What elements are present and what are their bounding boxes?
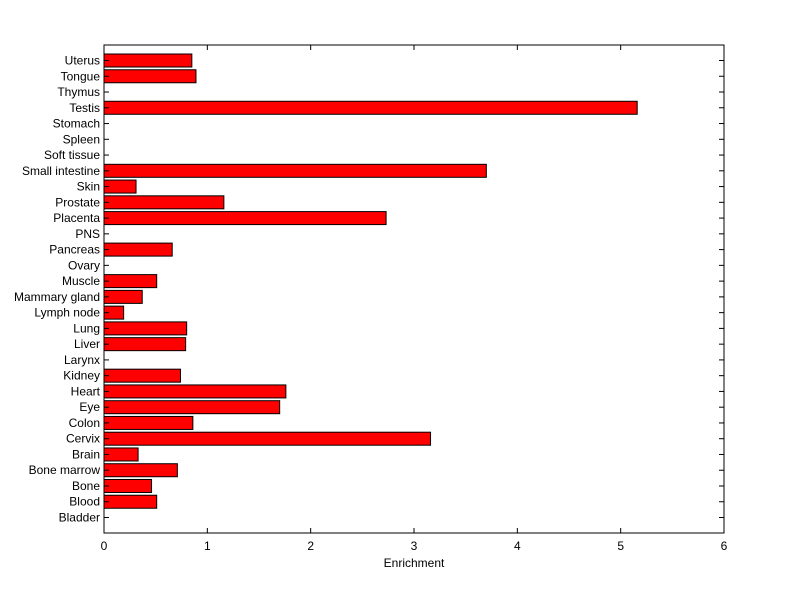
bar [103,431,432,446]
y-tick-label: Heart [71,384,101,398]
y-tick-label: Small intestine [22,164,100,178]
y-tick-label: Stomach [53,117,100,131]
y-tick-label: Lymph node [34,306,100,320]
y-tick-label: Prostate [55,195,100,209]
y-tick-label: Bladder [59,511,100,525]
x-tick-label: 3 [411,539,418,553]
bar [103,494,158,509]
bar [103,211,387,226]
y-tick-label: Pancreas [49,243,100,257]
y-tick-label: Bone [72,479,100,493]
bar [103,478,153,493]
y-tick-label: Liver [74,337,100,351]
plot-frame [103,44,725,534]
x-axis-label: Enrichment [384,556,445,570]
bar [103,163,487,178]
x-tick-label: 6 [721,539,728,553]
bar [103,368,181,383]
y-tick-label: Placenta [53,211,100,225]
bar [103,415,194,430]
y-tick-label: PNS [75,227,100,241]
y-tick-label: Cervix [66,432,100,446]
bar [103,274,158,289]
x-tick-label: 4 [514,539,521,553]
y-tick-label: Testis [69,101,100,115]
y-tick-label: Brain [72,447,100,461]
bar [103,384,287,399]
y-tick-label: Colon [69,416,100,430]
y-tick-label: Larynx [64,353,100,367]
y-tick-label: Spleen [63,132,100,146]
bar [103,400,281,415]
y-tick-label: Kidney [63,369,100,383]
y-tick-label: Blood [69,495,100,509]
bar [103,195,225,210]
bar [103,463,178,478]
bar [103,321,188,336]
y-tick-label: Bone marrow [29,463,101,477]
bar [103,447,139,462]
y-tick-label: Ovary [68,258,100,272]
y-tick-label: Uterus [65,54,100,68]
plot-area [104,45,724,533]
y-tick-label: Soft tissue [44,148,100,162]
bar [103,289,143,304]
y-tick-label: Muscle [62,274,100,288]
y-tick-label: Lung [73,321,100,335]
x-tick-label: 1 [204,539,211,553]
x-tick-label: 0 [101,539,108,553]
bar [103,100,638,115]
bar [103,242,173,257]
y-tick-label: Tongue [61,69,101,83]
bar [103,337,187,352]
y-tick-label: Skin [77,180,100,194]
y-tick-label: Thymus [57,85,100,99]
y-tick-label: Eye [79,400,100,414]
bar [103,69,197,84]
x-tick-label: 2 [307,539,314,553]
y-tick-label: Mammary gland [14,290,100,304]
x-tick-label: 5 [617,539,624,553]
bar [103,53,193,68]
